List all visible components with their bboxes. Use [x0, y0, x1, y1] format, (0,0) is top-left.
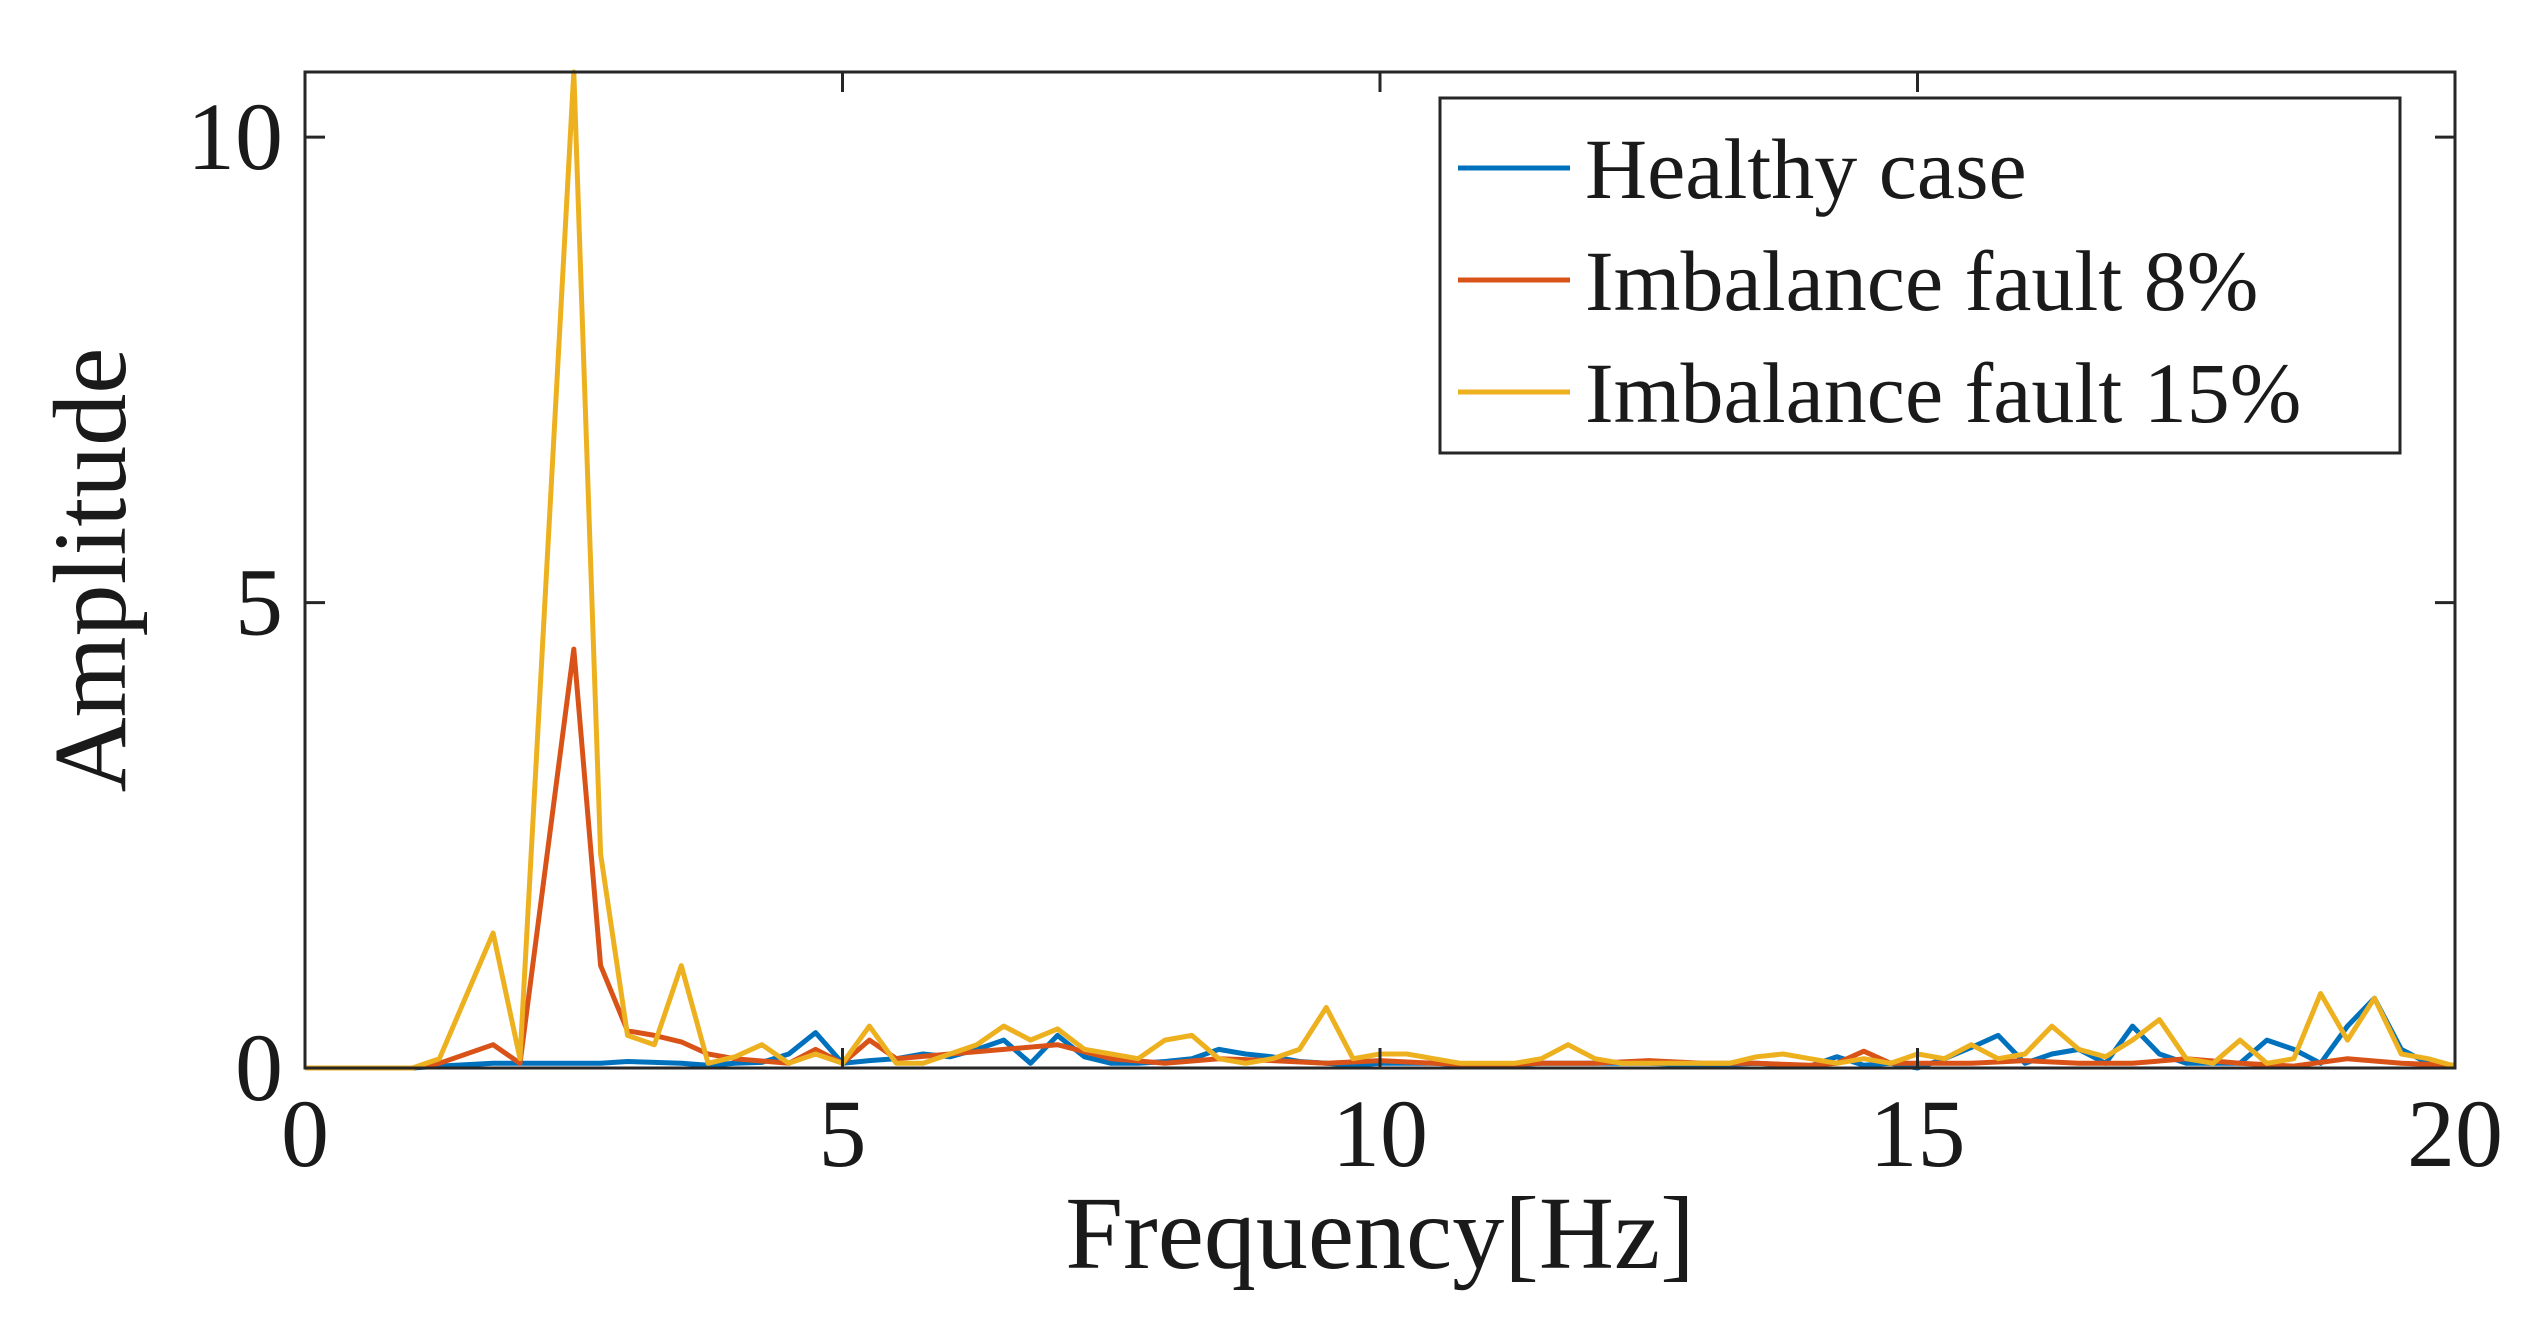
legend-label-2: Imbalance fault 8% [1585, 233, 2258, 329]
x-tick-label: 0 [281, 1080, 329, 1187]
x-tick-label: 15 [1870, 1080, 1966, 1187]
y-axis-label: Amplitude [33, 348, 148, 793]
legend: Healthy case Imbalance fault 8% Imbalance … [1438, 96, 2402, 455]
series-layer [305, 69, 2456, 1071]
legend-label-3: Imbalance fault 15% [1585, 345, 2301, 441]
y-tick-label: 10 [187, 83, 283, 190]
x-tick-label: 5 [819, 1080, 867, 1187]
y-tick-label: 5 [235, 549, 283, 656]
legend-box [1438, 96, 2402, 455]
y-tick-label: 0 [235, 1014, 283, 1121]
series-line-3 [305, 69, 2456, 1071]
tick-layer: 0 5 10 15 20 0 5 10 [187, 72, 2503, 1187]
x-axis-label: Frequency[Hz] [1065, 1176, 1694, 1291]
x-tick-label: 20 [2407, 1080, 2503, 1187]
legend-label-1: Healthy case [1585, 121, 2027, 217]
x-tick-label: 10 [1332, 1080, 1428, 1187]
series-line-2 [305, 646, 2456, 1071]
